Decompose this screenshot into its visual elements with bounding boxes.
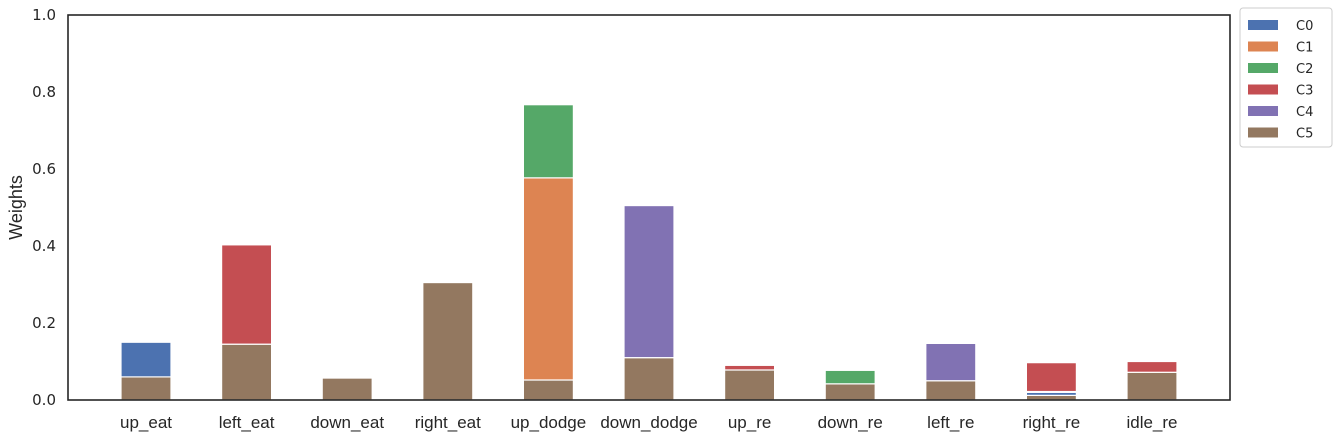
y-tick-label: 0.0	[32, 391, 56, 409]
bar-left_re-C4	[925, 342, 977, 382]
legend-swatch-C3	[1248, 84, 1278, 95]
legend-swatch-C2	[1248, 63, 1278, 73]
bars-layer	[120, 104, 1178, 401]
plot-frame	[67, 14, 1231, 401]
y-tick-label: 0.6	[32, 160, 56, 178]
bar-left_eat-C5	[221, 343, 273, 401]
x-tick-label-down_eat: down_eat	[310, 413, 384, 432]
y-tick-label: 0.8	[32, 83, 56, 101]
legend-label-C3: C3	[1296, 84, 1313, 99]
bar-down_eat-C5	[321, 377, 373, 401]
bar-up_re-C5	[723, 369, 776, 401]
bar-up_eat-C0	[120, 341, 172, 378]
legend: C0 C1 C2 C3 C4 C5	[1239, 7, 1333, 148]
legend-swatch-C5	[1248, 127, 1278, 138]
bar-down_dodge-C5	[623, 357, 675, 401]
x-tick-label-left_re: left_re	[927, 413, 974, 432]
x-axis-ticks: up_eat left_eat down_eat right_eat up_dodge d…	[120, 413, 1178, 432]
legend-label-C0: C0	[1296, 19, 1313, 34]
legend-swatch-C0	[1248, 20, 1278, 30]
x-tick-label-up_eat: up_eat	[120, 413, 172, 432]
bar-right_eat-C5	[422, 281, 474, 401]
x-tick-label-down_re: down_re	[818, 413, 883, 432]
bar-right_re-C3	[1025, 362, 1078, 393]
legend-label-C1: C1	[1296, 41, 1313, 56]
bar-down_dodge-C4	[623, 204, 675, 359]
x-tick-label-right_re: right_re	[1023, 413, 1081, 432]
x-tick-label-idle_re: idle_re	[1126, 413, 1177, 432]
legend-swatch-C4	[1248, 106, 1278, 116]
bar-up_eat-C5	[120, 376, 172, 401]
bar-up_dodge-C1	[522, 177, 575, 381]
x-tick-label-up_dodge: up_dodge	[511, 413, 587, 432]
x-tick-label-down_dodge: down_dodge	[600, 413, 697, 432]
y-tick-label: 0.2	[32, 314, 56, 332]
y-tick-label: 0.4	[32, 237, 56, 255]
x-tick-label-left_eat: left_eat	[219, 413, 275, 432]
legend-label-C5: C5	[1296, 127, 1313, 142]
y-axis-ticks: 0.0 0.2 0.4 0.6 0.8 1.0	[32, 6, 56, 409]
bar-down_re-C5	[824, 383, 876, 401]
legend-label-C4: C4	[1296, 105, 1313, 120]
legend-swatch-C1	[1248, 41, 1278, 52]
x-tick-label-right_eat: right_eat	[415, 413, 481, 432]
bar-idle_re-C5	[1126, 371, 1178, 401]
bar-up_re-C3	[723, 364, 776, 371]
bar-left_re-C5	[925, 380, 977, 401]
bar-up_dodge-C2	[522, 104, 575, 179]
bar-down_re-C2	[824, 369, 876, 385]
y-tick-label: 1.0	[32, 6, 56, 24]
bar-left_eat-C3	[221, 244, 273, 345]
y-axis-title: Weights	[6, 175, 26, 240]
x-tick-label-up_re: up_re	[728, 413, 771, 432]
legend-label-C2: C2	[1296, 62, 1313, 77]
bar-up_dodge-C5	[522, 379, 575, 401]
bar-idle_re-C3	[1126, 360, 1178, 373]
